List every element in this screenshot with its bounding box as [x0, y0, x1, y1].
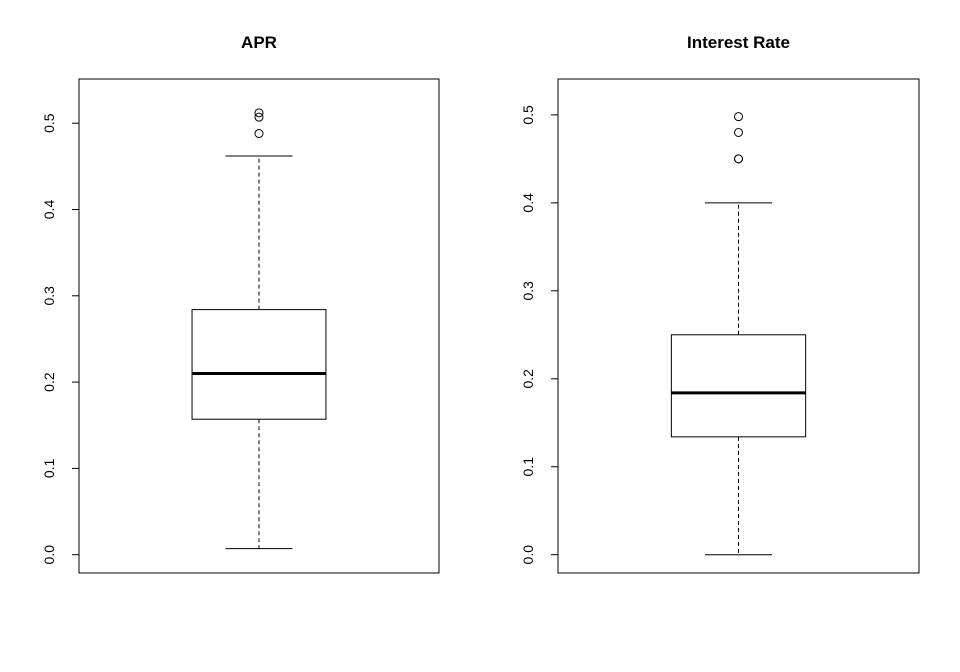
y-tick-label: 0.4 [41, 200, 57, 220]
y-tick-label: 0.1 [520, 457, 536, 477]
y-tick-label: 0.4 [520, 193, 536, 213]
outlier-point [254, 112, 264, 122]
y-tick-label: 0.0 [41, 545, 57, 565]
interest-rate-boxplot-panel: Interest Rate 0.0 0.1 0.2 0.3 0.4 0.5 [520, 33, 920, 574]
chart-title: Interest Rate [687, 33, 790, 52]
outlier-point [254, 108, 264, 118]
y-tick-label: 0.5 [41, 113, 57, 133]
y-tick-label: 0.0 [520, 545, 536, 565]
chart-title: APR [241, 33, 277, 52]
y-tick-label: 0.2 [41, 372, 57, 392]
y-tick-label: 0.1 [41, 458, 57, 478]
outlier-point [734, 154, 743, 164]
y-tick-label: 0.3 [520, 281, 536, 301]
apr-boxplot-panel: APR 0.0 0.1 0.2 0.3 0.4 0.5 [41, 33, 440, 574]
y-tick-label: 0.2 [520, 369, 536, 389]
outlier-point [734, 112, 743, 122]
iqr-box [670, 334, 807, 438]
y-tick-label: 0.5 [520, 105, 536, 125]
outlier-point [254, 129, 264, 139]
outlier-point [734, 127, 743, 137]
y-tick-label: 0.3 [41, 286, 57, 306]
iqr-box [191, 309, 327, 420]
